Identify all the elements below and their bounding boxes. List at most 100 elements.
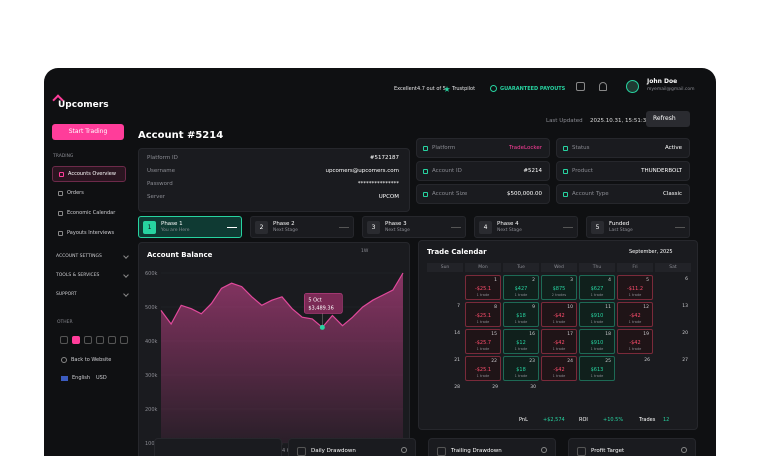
- stat-value: +10.5%: [603, 417, 624, 423]
- calendar-day[interactable]: 23 $18 1 trade: [503, 356, 539, 381]
- calendar-month[interactable]: September, 2025: [629, 249, 673, 255]
- calendar-day[interactable]: 4 $627 1 trade: [579, 275, 615, 300]
- notification-button[interactable]: [599, 82, 607, 91]
- phase-step[interactable]: 5 Funded Last Stage: [586, 216, 690, 238]
- arrow: [339, 227, 349, 228]
- nav-group[interactable]: TOOLS & SERVICES: [56, 273, 100, 278]
- day-pnl: $18: [516, 313, 526, 319]
- nav-item[interactable]: Accounts Overview: [52, 166, 126, 182]
- help-icon[interactable]: [681, 447, 687, 453]
- info-card: Platform TradeLocker: [416, 138, 550, 158]
- day-trades: 1 trade: [476, 320, 490, 324]
- start-trading-button[interactable]: Start Trading: [52, 124, 124, 140]
- nav-item[interactable]: Orders: [52, 186, 126, 202]
- help-icon[interactable]: [401, 447, 407, 453]
- calendar-day[interactable]: 11 $910 1 trade: [579, 302, 615, 327]
- refresh-button[interactable]: Refresh: [646, 111, 690, 127]
- social-icon[interactable]: [72, 336, 80, 344]
- calendar-title: Trade Calendar: [427, 248, 487, 256]
- calendar-day[interactable]: 20: [655, 329, 691, 354]
- calendar-day[interactable]: 22 -$25.1 1 trade: [465, 356, 501, 381]
- nav-label: Payouts Interviews: [67, 230, 115, 236]
- social-icon[interactable]: [60, 336, 68, 344]
- day-number: 3: [570, 278, 573, 283]
- info-label: Product: [572, 168, 593, 174]
- nav-icon: [59, 172, 64, 177]
- day-number: 1: [494, 278, 497, 283]
- line: [160, 272, 404, 329]
- calendar-day[interactable]: 16 $12 1 trade: [503, 329, 539, 354]
- info-icon: [423, 169, 428, 174]
- day-number: 22: [491, 359, 497, 364]
- calendar-day[interactable]: 5 -$11.2 1 trade: [617, 275, 653, 300]
- nav-group[interactable]: SUPPORT: [56, 292, 77, 297]
- calendar-day[interactable]: 27: [655, 356, 691, 381]
- day-number: 12: [643, 305, 649, 310]
- day-number: 30: [530, 385, 536, 390]
- chart-title: Account Balance: [147, 251, 213, 259]
- payout-icon: [490, 85, 497, 92]
- currency[interactable]: USD: [96, 375, 107, 381]
- day-trades: 1 trade: [552, 320, 566, 324]
- calendar-day[interactable]: 19 -$42 1 trade: [617, 329, 653, 354]
- calendar-day[interactable]: 1 -$25.1 1 trade: [465, 275, 501, 300]
- nav-item[interactable]: Payouts Interviews: [52, 226, 126, 242]
- help-icon[interactable]: [541, 447, 547, 453]
- detail-value: #5172187: [369, 155, 399, 161]
- phase-step[interactable]: 1 Phase 1 You are Here: [138, 216, 242, 238]
- calendar-day[interactable]: 25 $613 1 trade: [579, 356, 615, 381]
- social-icon[interactable]: [96, 336, 104, 344]
- calendar-day[interactable]: 13: [655, 302, 691, 327]
- tooltip-date: 5 Oct: [308, 297, 321, 303]
- nav-item[interactable]: Economic Calendar: [52, 206, 126, 222]
- calendar-day[interactable]: 28: [427, 383, 463, 408]
- calendar-day[interactable]: 10 -$42 1 trade: [541, 302, 577, 327]
- card-title: Profit Target: [591, 448, 625, 454]
- weekday: Fri: [617, 263, 653, 272]
- calendar-day[interactable]: 15 -$25.7 1 trade: [465, 329, 501, 354]
- calendar-day[interactable]: 3 $875 2 trades: [541, 275, 577, 300]
- calendar-day[interactable]: 2 $427 1 trade: [503, 275, 539, 300]
- stat-label: Trades: [639, 417, 656, 423]
- nav-group[interactable]: ACCOUNT SETTINGS: [56, 254, 102, 259]
- trustpilot: Trustpilot: [452, 86, 476, 92]
- nav-label: Economic Calendar: [67, 210, 116, 216]
- last-updated: 2025.10.31, 15:51:35: [590, 118, 650, 124]
- info-label: Account ID: [432, 168, 462, 174]
- calendar-day[interactable]: 21: [427, 356, 463, 381]
- calendar-day[interactable]: 9 $18 1 trade: [503, 302, 539, 327]
- calendar-day[interactable]: 6: [655, 275, 691, 300]
- calendar-day[interactable]: 18 $910 1 trade: [579, 329, 615, 354]
- day-pnl: $910: [590, 340, 604, 346]
- weekday: Sat: [655, 263, 691, 272]
- day-trades: 1 trade: [514, 293, 528, 297]
- calendar-day[interactable]: 30: [503, 383, 539, 408]
- language[interactable]: English: [72, 375, 91, 381]
- card-icon: [437, 447, 446, 456]
- social-icon[interactable]: [108, 336, 116, 344]
- calendar-day[interactable]: 14: [427, 329, 463, 354]
- range-select[interactable]: 1W: [361, 249, 369, 254]
- calendar-day[interactable]: 17 -$42 1 trade: [541, 329, 577, 354]
- social-icon[interactable]: [120, 336, 128, 344]
- calendar-day[interactable]: 7: [427, 302, 463, 327]
- calendar-day[interactable]: 8 -$25.1 1 trade: [465, 302, 501, 327]
- calendar-day[interactable]: 12 -$42 1 trade: [617, 302, 653, 327]
- detail-label: Password: [147, 181, 173, 187]
- social-icon[interactable]: [84, 336, 92, 344]
- detail-value: upcomers@upcomers.com: [325, 168, 399, 174]
- back-link[interactable]: Back to Website: [71, 357, 112, 363]
- phase-step[interactable]: 4 Phase 4 Next Stage: [474, 216, 578, 238]
- phase-step[interactable]: 2 Phase 2 Next Stage: [250, 216, 354, 238]
- calendar-day[interactable]: 24 -$42 1 trade: [541, 356, 577, 381]
- phase-step[interactable]: 3 Phase 3 Next Stage: [362, 216, 466, 238]
- calendar-day[interactable]: 29: [465, 383, 501, 408]
- day-number: 21: [454, 358, 460, 363]
- arrow: [227, 227, 237, 228]
- day-trades: 1 trade: [590, 320, 604, 324]
- avatar[interactable]: [626, 80, 639, 93]
- rating: Excellent: [394, 86, 417, 92]
- calendar-day[interactable]: 26: [617, 356, 653, 381]
- stat-label: ROI: [579, 417, 588, 423]
- icon-button[interactable]: [576, 82, 585, 91]
